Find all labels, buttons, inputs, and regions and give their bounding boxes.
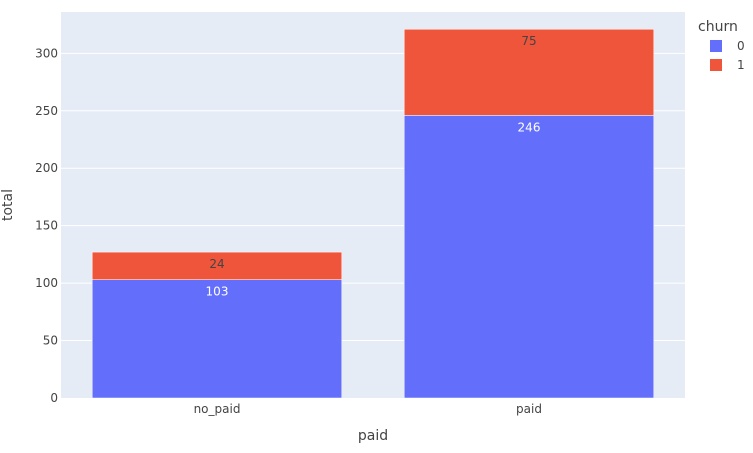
bar-value-labels: 103 24 246 75 [206,34,541,298]
y-tick-label: 250 [35,104,58,118]
y-tick-label: 200 [35,161,58,175]
legend-item-0[interactable]: 0 [710,39,745,53]
bar-value-label: 246 [518,120,541,134]
bar-no_paid-series-0[interactable] [91,279,343,399]
legend-swatch [710,40,722,52]
legend-item-1[interactable]: 1 [710,58,745,72]
y-axis-ticks: 0 50 100 150 200 250 300 [35,46,58,405]
bar-value-label: 24 [209,257,224,271]
legend-label: 0 [737,39,745,53]
legend[interactable]: churn 01 [698,19,745,72]
bars [91,28,655,399]
bar-value-label: 75 [521,34,536,48]
bar-value-label: 103 [206,285,229,299]
y-tick-label: 100 [35,276,58,290]
y-tick-label: 50 [43,334,58,348]
x-tick-label: paid [516,402,542,416]
x-axis-title: paid [358,428,388,444]
bar-paid-series-1[interactable] [403,28,655,116]
x-axis-ticks: no_paid paid [194,402,542,416]
y-tick-label: 150 [35,219,58,233]
legend-items[interactable]: 01 [710,39,745,72]
y-tick-label: 0 [50,391,58,405]
y-axis-title: total [0,189,16,221]
bar-no_paid-series-1[interactable] [91,251,343,280]
legend-label: 1 [737,58,745,72]
bar-paid-series-0[interactable] [403,115,655,399]
y-tick-label: 300 [35,46,58,60]
legend-swatch [710,59,722,71]
x-tick-label: no_paid [194,402,241,416]
legend-title: churn [698,19,738,35]
